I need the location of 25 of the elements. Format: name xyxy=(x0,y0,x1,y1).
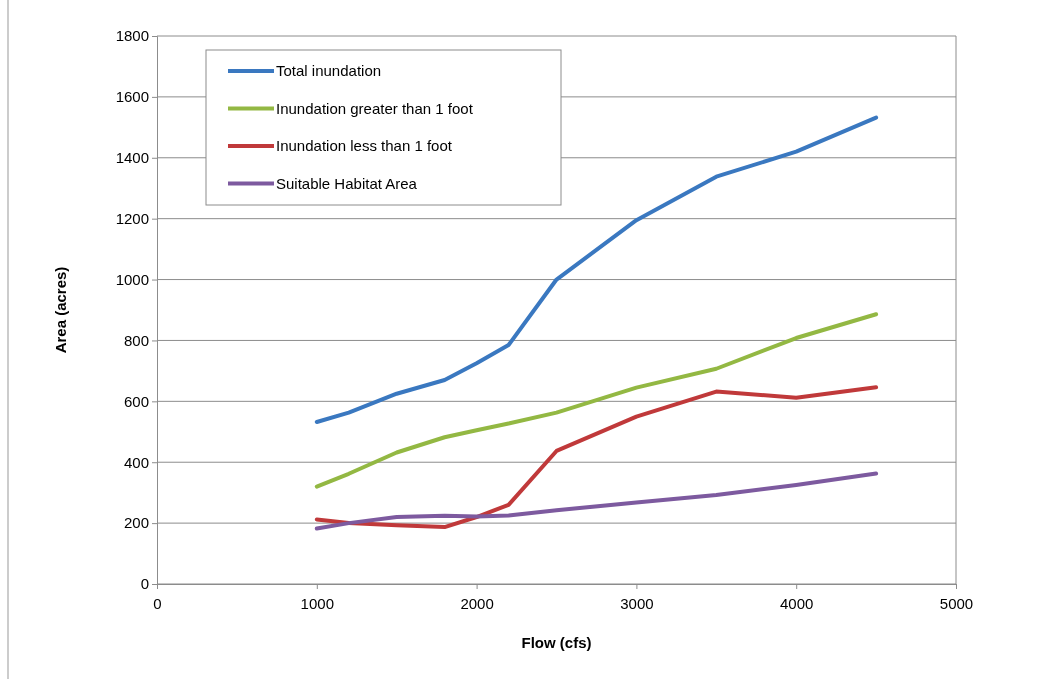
legend-label: Inundation greater than 1 foot xyxy=(276,99,474,117)
y-tick-label: 1400 xyxy=(115,149,149,167)
y-axis-title: Area (acres) xyxy=(52,266,69,354)
x-tick-label: 4000 xyxy=(780,594,814,612)
y-tick-label: 600 xyxy=(123,392,149,410)
y-tick-label: 1600 xyxy=(115,88,149,106)
line-series xyxy=(314,385,879,530)
y-tick-label: 1000 xyxy=(115,270,149,288)
y-tick-label: 800 xyxy=(123,331,149,349)
line-series xyxy=(314,471,879,531)
legend-label: Total inundation xyxy=(276,62,382,79)
x-tick-label: 1000 xyxy=(300,594,334,612)
x-tick-label: 5000 xyxy=(939,594,974,612)
y-tick-label: 200 xyxy=(123,514,149,532)
legend-label: Suitable Habitat Area xyxy=(276,174,418,192)
x-tick-label: 3000 xyxy=(620,594,654,612)
y-tick-label: 0 xyxy=(140,575,149,593)
x-tick-label: 2000 xyxy=(460,594,494,612)
legend-label: Inundation less than 1 foot xyxy=(276,137,453,154)
x-tick-label: 0 xyxy=(153,594,162,612)
x-axis-title: Flow (cfs) xyxy=(521,634,592,651)
y-tick-label: 1200 xyxy=(115,209,149,227)
line-series xyxy=(314,312,879,489)
y-tick-label: 400 xyxy=(123,453,149,471)
y-tick-label: 1800 xyxy=(115,27,149,45)
